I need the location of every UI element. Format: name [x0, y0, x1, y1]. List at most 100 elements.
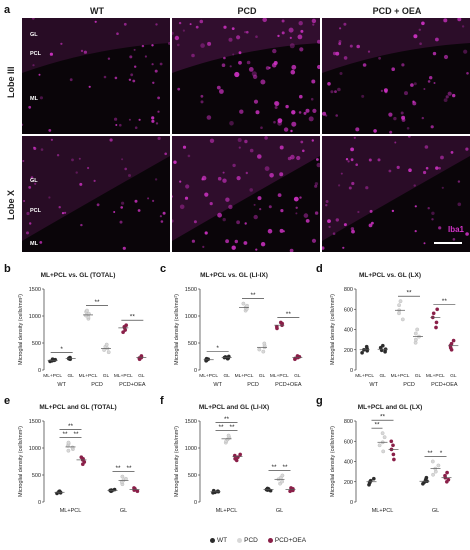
microglia-cell	[40, 148, 44, 151]
y-axis-label: Microglial density (cells/mm²)	[330, 294, 336, 365]
y-tick-label: 1000	[29, 446, 41, 452]
data-point-pcd	[398, 299, 403, 304]
data-point-pcd	[413, 331, 418, 336]
microglia-cell	[232, 163, 236, 168]
microglia-cell	[351, 229, 355, 234]
microglia-cell	[291, 121, 297, 127]
microglia-cell	[134, 199, 138, 203]
microglia-cell	[61, 212, 65, 215]
microglia-cell	[116, 32, 119, 35]
data-point-pcd	[280, 479, 284, 484]
layer-label-gl: GL	[30, 178, 38, 184]
microglia-cell	[273, 61, 278, 65]
y-axis-label: Microglial density (cells/mm²)	[330, 426, 336, 497]
data-point-pcd-oea	[451, 338, 456, 343]
microglia-cell	[277, 34, 280, 38]
layer-label-ml: ML	[30, 241, 38, 247]
data-point-pcd-oea	[132, 486, 136, 490]
legend-label-wt: WT	[217, 537, 228, 544]
microglia-cell	[377, 158, 381, 162]
microglia-cell	[322, 246, 325, 250]
data-point-pcd	[413, 340, 418, 345]
microglia-cell	[423, 88, 426, 90]
microglia-cell	[371, 221, 374, 225]
y-tick-label: 600	[344, 439, 353, 445]
x-sublabel: GL	[450, 373, 457, 379]
microglia-cell	[277, 120, 282, 126]
microglia-cell	[39, 241, 43, 244]
microglia-cell	[353, 136, 356, 139]
x-group-label: PCD	[91, 382, 103, 388]
granular-layer-band	[322, 18, 470, 73]
microglia-cell	[130, 73, 134, 77]
microglia-cell	[412, 100, 415, 103]
microglia-cell	[283, 127, 289, 132]
microglia-cell	[355, 127, 360, 132]
microglia-cell	[305, 219, 310, 223]
microglia-cell	[204, 192, 209, 197]
microglia-cell	[255, 248, 258, 251]
microglia-cell	[244, 222, 247, 225]
y-tick-label: 0	[38, 368, 41, 374]
microglia-cell	[113, 211, 116, 213]
microglia-cell	[303, 111, 307, 115]
x-sublabel: GL	[103, 373, 110, 379]
data-point-pcd	[85, 308, 89, 313]
data-point-pcd	[280, 473, 285, 478]
significance-label: **	[427, 450, 433, 457]
microglia-cell	[222, 171, 225, 174]
data-point-pcd-oea	[238, 452, 243, 457]
data-point-pcd-oea	[278, 320, 283, 325]
microglia-cell	[332, 51, 337, 56]
microglia-cell	[93, 179, 96, 182]
microglia-cell	[400, 111, 404, 115]
microglia-cell	[383, 88, 388, 93]
significance-label: **	[442, 298, 448, 305]
x-group-label: ML+PCL	[372, 508, 394, 514]
microglia-cell	[435, 166, 439, 170]
microglia-cell	[317, 39, 320, 44]
column-title-pcd-oea: PCD + OEA	[372, 6, 422, 16]
legend-item-wt: WT	[210, 537, 227, 544]
stain-label: Iba1	[447, 225, 464, 234]
layer-label-pcl: PCL	[30, 51, 41, 57]
microglia-cell	[128, 78, 132, 81]
microglia-cell	[193, 220, 197, 224]
microglia-cell	[277, 193, 282, 197]
microglia-cell	[308, 116, 314, 122]
data-point-wt	[424, 475, 429, 480]
microglia-cell	[296, 155, 301, 161]
x-group-label: PCD+OEA	[275, 382, 302, 388]
microglia-cell	[300, 140, 304, 144]
chart-d: 0 200 400 600 800 Microglial density (cells/m…	[330, 287, 459, 388]
data-point-pcd	[124, 476, 128, 481]
microglia-cell	[228, 37, 233, 42]
data-point-pcd	[261, 349, 266, 354]
microglia-cell	[34, 182, 37, 185]
granular-layer-band	[322, 136, 470, 241]
micrograph-wt-lobe-iii: GL PCL ML	[22, 18, 170, 134]
chart-title-g: ML+PCL and GL (LX)	[357, 404, 423, 411]
microglia-cell	[191, 239, 195, 243]
y-tick-label: 800	[344, 419, 353, 425]
microglia-cell	[291, 110, 296, 115]
microglia-cell	[427, 80, 431, 83]
microglia-cell	[312, 23, 315, 26]
legend: WT PCD PCD+OEA	[210, 537, 306, 544]
significance-label: **	[218, 424, 224, 431]
microglia-cell	[332, 232, 336, 235]
microglia-cell	[401, 63, 405, 67]
microglia-cell	[378, 56, 381, 60]
significance-label: **	[224, 416, 230, 423]
microglia-cell	[157, 110, 160, 113]
microglia-cell	[431, 218, 434, 221]
microglia-cell	[178, 21, 182, 25]
panel-letter-b: b	[4, 263, 11, 275]
microglia-cell	[316, 162, 320, 168]
microglia-cell	[273, 120, 276, 124]
x-sublabel: ML+PCL	[391, 373, 410, 379]
chart-e: 0 500 1000 1500 Microglial density (cells/mm…	[18, 419, 140, 514]
microglia-cell	[78, 157, 81, 160]
chart-title-d: ML+PCL vs. GL (LX)	[358, 272, 422, 279]
microglia-cell	[337, 87, 341, 92]
